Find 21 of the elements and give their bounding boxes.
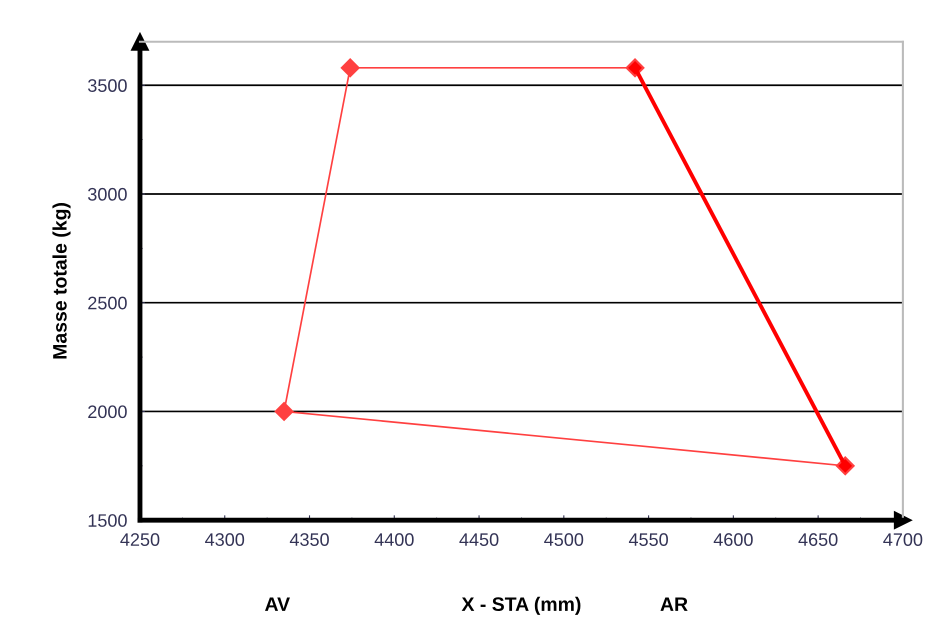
x-tick-label: 4400 <box>374 533 414 546</box>
y-tick-label: 3000 <box>88 188 127 201</box>
y-axis-title: Masse totale (kg) <box>52 203 71 359</box>
y-tick-label: 2000 <box>88 405 127 418</box>
x-tick-label: 4300 <box>205 533 244 546</box>
y-tick-label: 1500 <box>88 514 127 527</box>
x-tick-label: 4600 <box>714 533 753 546</box>
x-tick-label: 4250 <box>120 533 160 546</box>
y-tick-label: 2500 <box>88 296 127 310</box>
x-tick-label: 4700 <box>883 533 922 546</box>
x-tick-label: 4650 <box>798 533 838 546</box>
text: AV <box>264 597 290 611</box>
text: AR <box>660 597 688 611</box>
x-tick-label: 4500 <box>544 533 584 546</box>
point <box>340 58 360 78</box>
x-tick-label: 4450 <box>459 533 498 546</box>
x-axis-title: X - STA (mm) <box>462 596 580 615</box>
x-tick-label: 4550 <box>628 533 668 546</box>
x-tick-label: 4350 <box>290 533 329 546</box>
point <box>274 402 294 421</box>
y-tick-label: 3500 <box>88 79 127 92</box>
